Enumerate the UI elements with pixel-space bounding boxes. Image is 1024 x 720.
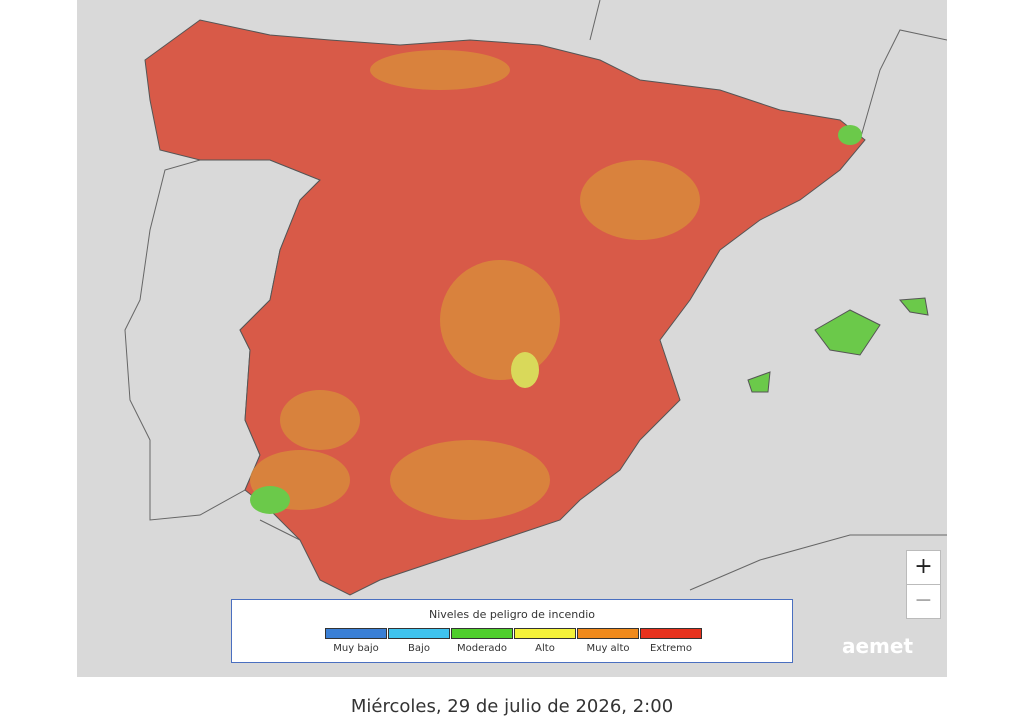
balearic-islands: [747, 297, 929, 393]
legend-label: Muy alto: [586, 643, 630, 654]
legend-label: Extremo: [649, 643, 693, 654]
legend-label: Moderado: [457, 643, 507, 654]
legend: Niveles de peligro de incendio Muy bajo B…: [231, 599, 793, 663]
legend-swatch: [325, 628, 387, 639]
low-hazard-zones: [250, 125, 862, 514]
legend-swatch: [388, 628, 450, 639]
legend-label: Bajo: [408, 643, 430, 654]
legend-swatch: [577, 628, 639, 639]
logo: aemet: [842, 634, 914, 658]
legend-swatch: [640, 628, 702, 639]
map: [77, 0, 947, 677]
zoom-out[interactable]: −: [906, 584, 941, 619]
legend-label: Alto: [535, 643, 555, 654]
legend-title: Niveles de peligro de incendio: [428, 608, 596, 621]
zoom-in[interactable]: +: [906, 550, 941, 585]
caption: Miércoles, 29 de julio de 2026, 2:00: [350, 696, 674, 717]
borders: [259, 0, 947, 591]
legend-swatch: [451, 628, 513, 639]
legend-swatch: [514, 628, 576, 639]
legend-label: Muy bajo: [333, 643, 379, 654]
hazard-zones: [250, 50, 700, 520]
